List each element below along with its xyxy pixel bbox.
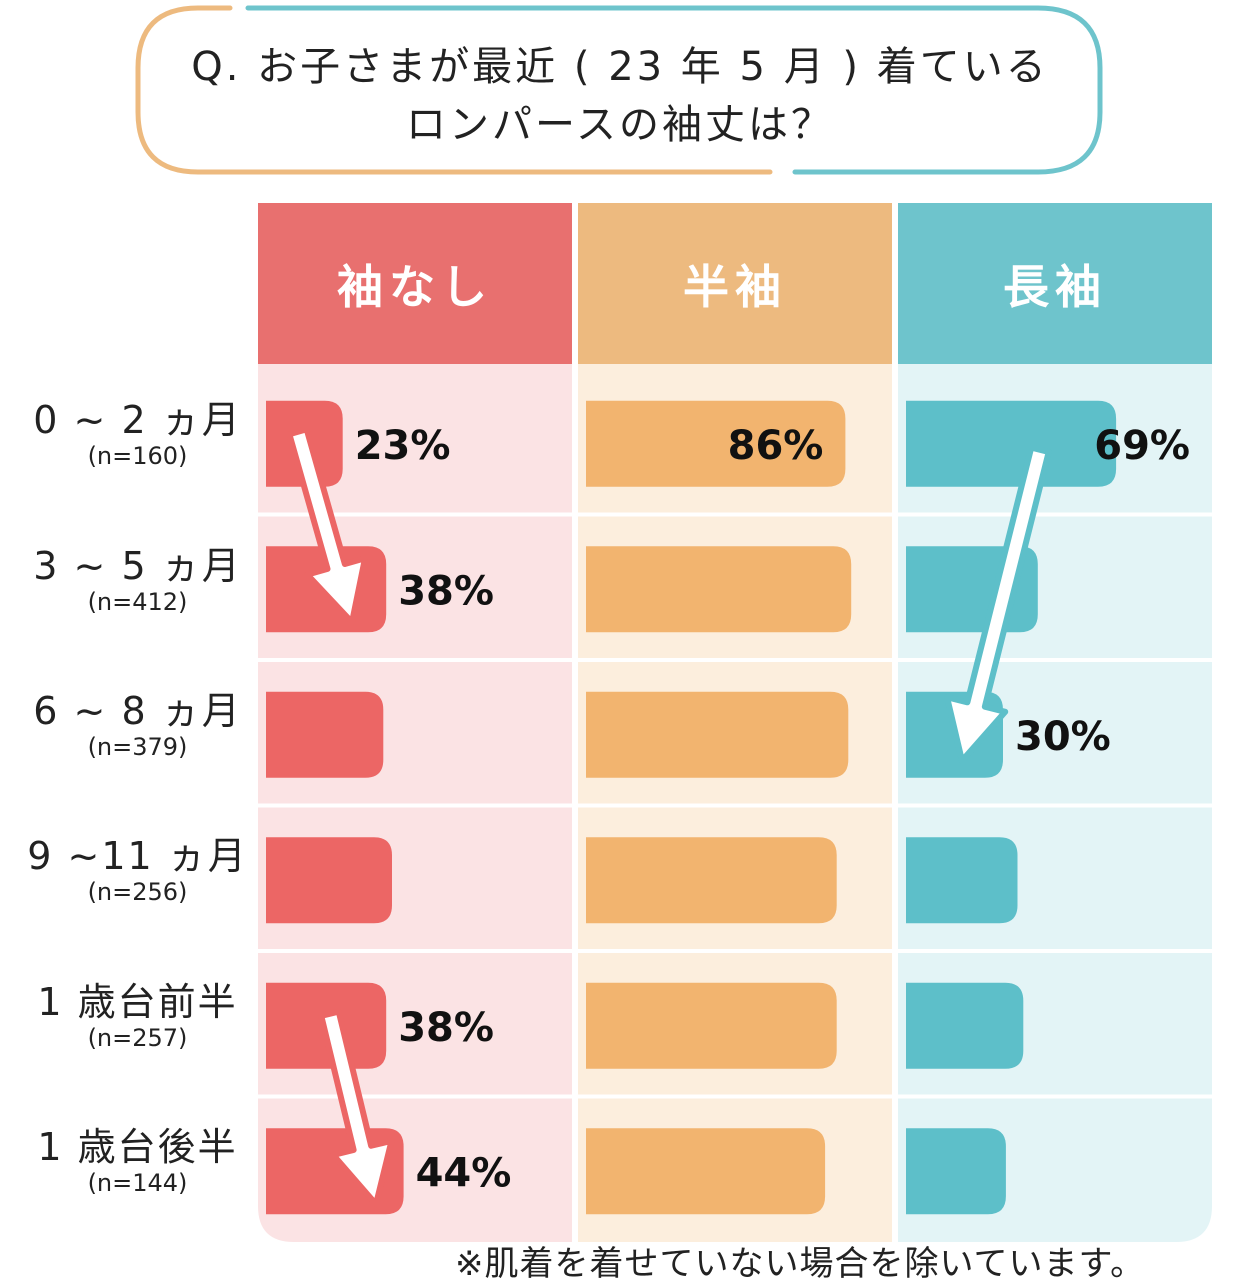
row-label: 0 ~ 2 ヵ月 (n=160)	[20, 398, 255, 471]
row-sample-size: (n=412)	[87, 587, 188, 616]
data-label: 38%	[398, 1005, 494, 1051]
data-label: 86%	[728, 423, 824, 469]
bar	[266, 837, 392, 924]
bar	[586, 400, 846, 487]
question-frame	[135, 5, 1103, 175]
row-divider	[255, 658, 1217, 662]
question-line-1: Q. お子さまが最近 ( 23 年 5 月 ) 着ている	[191, 44, 1049, 90]
row-sample-size: (n=144)	[87, 1168, 188, 1197]
row-age: 9 ~11 ヵ月	[27, 834, 248, 878]
row-age: 1 歳台後半	[37, 1125, 238, 1169]
row-label: 9 ~11 ヵ月 (n=256)	[20, 834, 255, 907]
row-sample-size: (n=257)	[87, 1023, 188, 1052]
bar	[906, 837, 1018, 924]
bar	[586, 982, 837, 1069]
row-sample-size: (n=379)	[87, 732, 188, 761]
row-label: 1 歳台後半 (n=144)	[20, 1125, 255, 1198]
row-divider	[255, 1094, 1217, 1099]
row-divider	[255, 803, 1217, 808]
row-divider	[255, 949, 1217, 953]
footnote: ※肌着を着せていない場合を除いています。	[455, 1244, 1146, 1284]
row-divider	[255, 512, 1217, 517]
row-label: 3 ~ 5 ヵ月 (n=412)	[20, 544, 255, 617]
question-line-2: ロンパースの袖丈は？	[406, 102, 834, 148]
row-age: 1 歳台前半	[37, 980, 238, 1024]
data-label: 69%	[1094, 423, 1190, 469]
data-label: 44%	[416, 1150, 512, 1196]
bar	[266, 691, 384, 778]
bar	[906, 982, 1024, 1069]
row-age: 0 ~ 2 ヵ月	[33, 398, 242, 442]
row-age: 3 ~ 5 ヵ月	[33, 544, 242, 588]
data-label: 23%	[355, 423, 451, 469]
row-label: 1 歳台前半 (n=257)	[20, 980, 255, 1053]
data-label: 38%	[398, 568, 494, 614]
row-age: 6 ~ 8 ヵ月	[33, 689, 242, 733]
column-header-long-sleeve: 長袖	[898, 203, 1212, 364]
trend-arrow	[286, 426, 369, 626]
bar	[586, 691, 849, 778]
trend-arrow	[944, 444, 1052, 764]
column-header-sleeveless: 袖なし	[258, 203, 572, 364]
bar	[586, 1128, 826, 1215]
bar	[586, 837, 837, 924]
row-sample-size: (n=256)	[87, 877, 188, 906]
bar	[586, 546, 852, 633]
bar	[906, 1128, 1006, 1215]
row-sample-size: (n=160)	[87, 441, 188, 470]
trend-arrow	[318, 1008, 395, 1208]
data-label: 30%	[1015, 714, 1111, 760]
bar	[906, 400, 1117, 487]
row-label: 6 ~ 8 ヵ月 (n=379)	[20, 689, 255, 762]
column-header-short-sleeve: 半袖	[578, 203, 892, 364]
